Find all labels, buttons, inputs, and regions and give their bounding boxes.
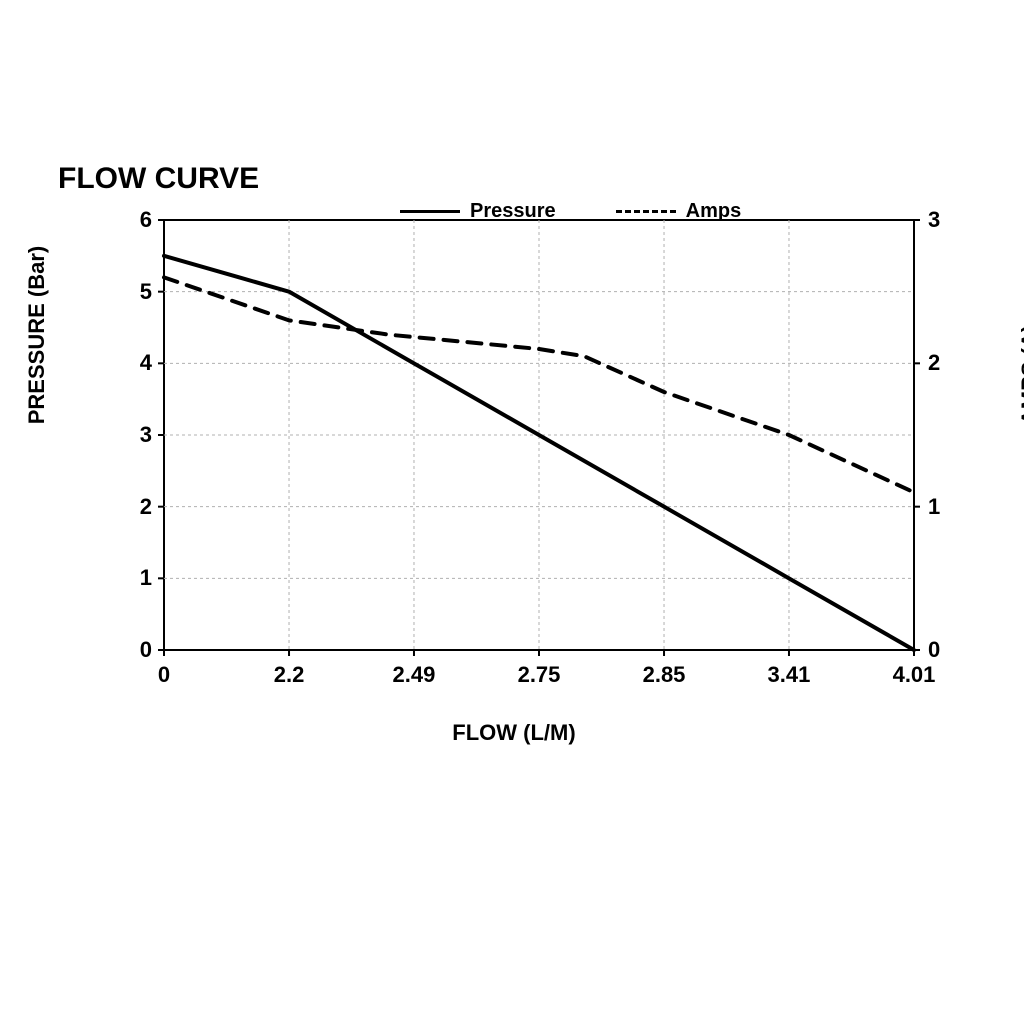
x-tick: 2.49	[379, 662, 449, 688]
y-left-tick: 2	[112, 494, 152, 520]
y-left-tick: 4	[112, 350, 152, 376]
y-left-tick: 6	[112, 207, 152, 233]
y-left-axis-label: PRESSURE (Bar)	[24, 235, 50, 435]
y-right-axis-label: AMPS (A)	[1017, 315, 1024, 435]
y-right-tick: 0	[928, 637, 968, 663]
y-right-tick: 3	[928, 207, 968, 233]
x-tick: 0	[129, 662, 199, 688]
y-left-tick: 3	[112, 422, 152, 448]
x-tick: 3.41	[754, 662, 824, 688]
chart-svg	[54, 170, 974, 790]
y-left-tick: 1	[112, 565, 152, 591]
y-right-tick: 1	[928, 494, 968, 520]
flow-curve-chart: PRESSURE (Bar) AMPS (A) FLOW (L/M) 01234…	[54, 170, 974, 790]
y-left-tick: 0	[112, 637, 152, 663]
x-tick: 4.01	[879, 662, 949, 688]
y-right-tick: 2	[928, 350, 968, 376]
x-tick: 2.75	[504, 662, 574, 688]
x-axis-label: FLOW (L/M)	[54, 720, 974, 746]
x-tick: 2.85	[629, 662, 699, 688]
x-tick: 2.2	[254, 662, 324, 688]
y-left-tick: 5	[112, 279, 152, 305]
